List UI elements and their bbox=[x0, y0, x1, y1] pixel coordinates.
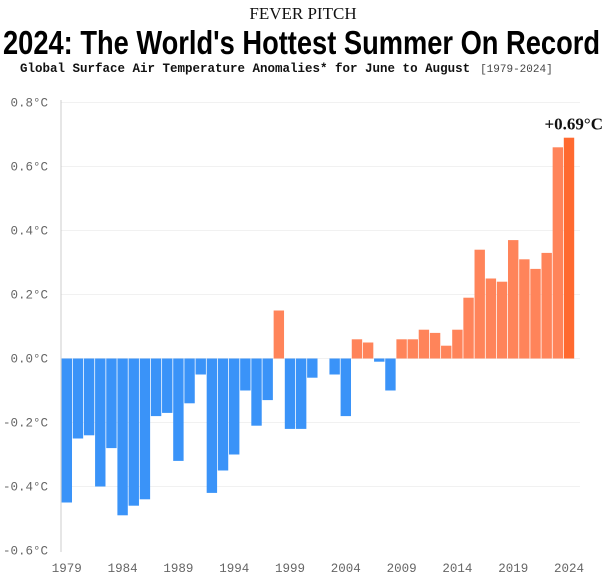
bar-2012 bbox=[429, 332, 441, 359]
y-tick-label: 0.4°C bbox=[10, 225, 48, 239]
y-tick-label: -0.2°C bbox=[3, 417, 48, 431]
bar-2011 bbox=[418, 329, 430, 359]
bar-2020 bbox=[519, 259, 530, 359]
bar-1991 bbox=[195, 358, 206, 375]
bar-1988 bbox=[162, 358, 173, 413]
bar-1980 bbox=[72, 358, 84, 439]
bar-2016 bbox=[474, 249, 485, 359]
bar-1994 bbox=[229, 358, 240, 455]
bar-1982 bbox=[95, 358, 106, 487]
bar-2006 bbox=[362, 342, 374, 359]
bar-2010 bbox=[407, 339, 418, 359]
x-tick-label: 2014 bbox=[442, 562, 472, 576]
bar-2001 bbox=[307, 358, 318, 378]
bar-1983 bbox=[106, 358, 117, 449]
bar-1997 bbox=[262, 358, 273, 401]
record-annotation: +0.69°C bbox=[544, 115, 603, 134]
bar-1995 bbox=[240, 358, 251, 391]
y-tick-label: 0.0°C bbox=[10, 353, 48, 367]
bar-1979 bbox=[61, 358, 72, 503]
bar-2003 bbox=[329, 358, 340, 375]
kicker: FEVER PITCH bbox=[249, 4, 356, 23]
bar-2005 bbox=[351, 339, 363, 359]
y-tick-label: 0.8°C bbox=[10, 97, 48, 111]
x-tick-label: 2024 bbox=[554, 562, 584, 576]
bar-1985 bbox=[128, 358, 139, 506]
bar-1981 bbox=[83, 358, 95, 436]
bar-2017 bbox=[485, 278, 497, 359]
bar-2007 bbox=[374, 358, 385, 362]
y-axis-ticks: -0.6°C -0.4°C -0.2°C 0.0°C 0.2°C 0.4°C 0.6°C 0.… bbox=[3, 97, 48, 559]
subtitle-text: Global Surface Air Temperature Anomalies… bbox=[20, 62, 470, 76]
bar-2018 bbox=[496, 281, 508, 359]
chart-title: 2024: The World's Hottest Summer On Reco… bbox=[3, 24, 600, 61]
bar-2021 bbox=[530, 268, 541, 359]
bar-1999 bbox=[284, 358, 296, 429]
x-tick-label: 1984 bbox=[108, 562, 138, 576]
bar-2023 bbox=[552, 147, 564, 359]
x-tick-label: 1979 bbox=[52, 562, 82, 576]
bar-2000 bbox=[295, 358, 307, 429]
y-tick-label: -0.4°C bbox=[3, 481, 48, 495]
bar-2008 bbox=[385, 358, 396, 391]
y-tick-label: 0.6°C bbox=[10, 161, 48, 175]
chart-subtitle: Global Surface Air Temperature Anomalies… bbox=[20, 59, 553, 76]
bar-2019 bbox=[508, 240, 519, 359]
bar-2004 bbox=[340, 358, 351, 417]
bar-1993 bbox=[217, 358, 229, 471]
bar-2015 bbox=[463, 297, 474, 359]
bar-1996 bbox=[251, 358, 262, 426]
bar-2022 bbox=[541, 252, 552, 359]
bar-1984 bbox=[117, 358, 128, 516]
x-tick-label: 1989 bbox=[163, 562, 193, 576]
bar-1987 bbox=[150, 358, 162, 417]
y-tick-label: -0.6°C bbox=[3, 545, 48, 559]
bar-2013 bbox=[441, 345, 452, 359]
bar-1992 bbox=[206, 358, 218, 493]
x-tick-label: 2004 bbox=[331, 562, 361, 576]
x-tick-label: 1994 bbox=[219, 562, 249, 576]
x-tick-label: 1999 bbox=[275, 562, 305, 576]
bar-2009 bbox=[396, 339, 407, 359]
bar-2024 bbox=[563, 137, 575, 359]
subtitle-range: [1979-2024] bbox=[480, 64, 553, 76]
x-axis-ticks: 1979 1984 1989 1994 1999 2004 2009 2014 2019 2024 bbox=[52, 562, 584, 576]
x-tick-label: 2009 bbox=[387, 562, 417, 576]
bar-1986 bbox=[139, 358, 151, 500]
bars bbox=[61, 137, 575, 516]
bar-1989 bbox=[173, 358, 184, 461]
x-tick-label: 2019 bbox=[498, 562, 528, 576]
y-tick-label: 0.2°C bbox=[10, 289, 48, 303]
bar-1990 bbox=[184, 358, 195, 404]
bar-1998 bbox=[273, 310, 285, 359]
bar-2014 bbox=[452, 329, 463, 359]
